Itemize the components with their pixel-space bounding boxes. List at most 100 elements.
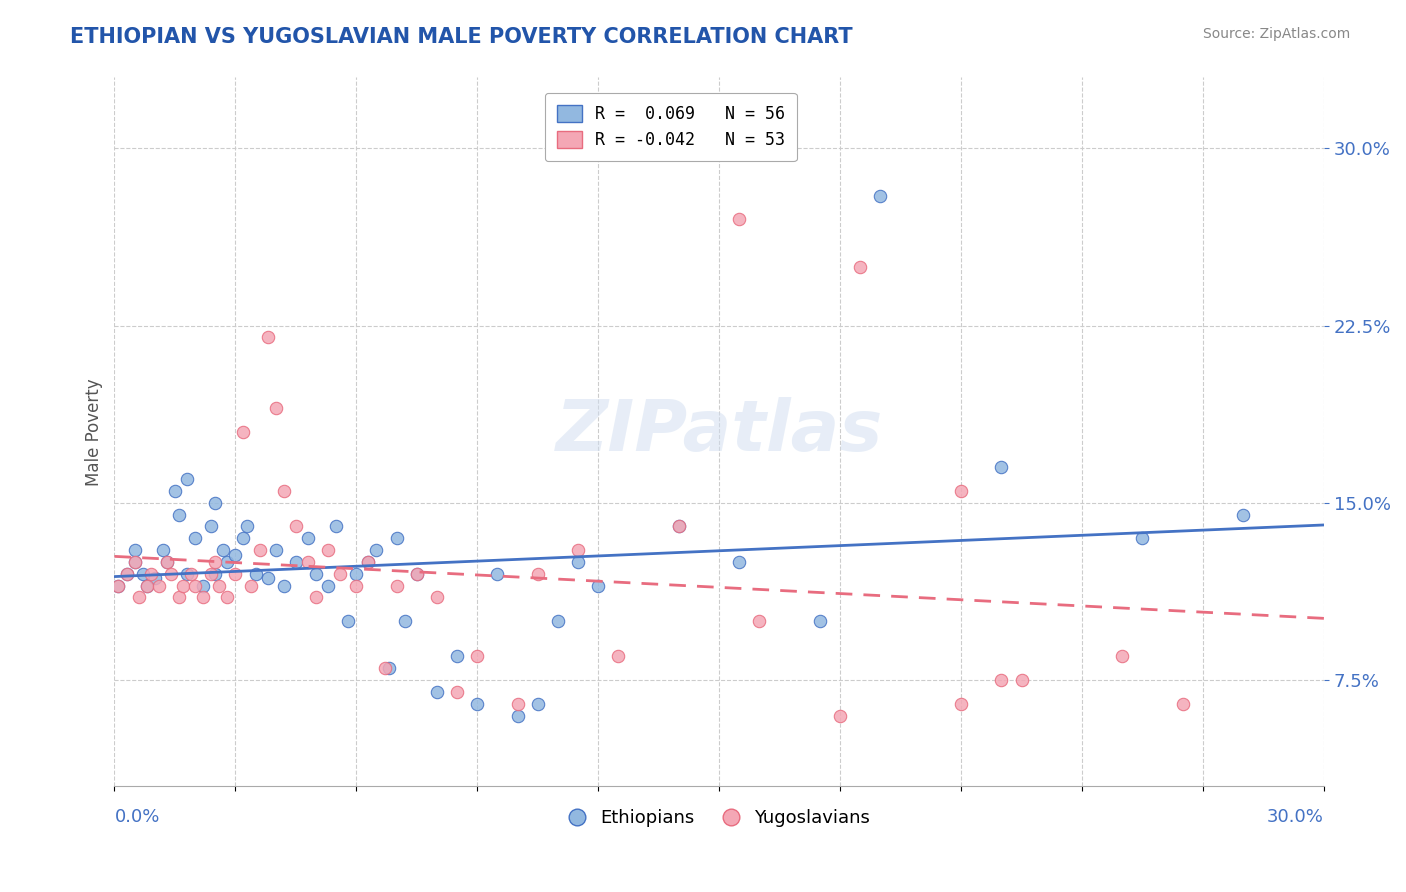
Point [135, 578, 157, 592]
Point [808, 614, 831, 628]
Text: 30.0%: 30.0% [1267, 808, 1324, 826]
Point [426, 685, 449, 699]
Point [377, 661, 399, 675]
Point [139, 566, 162, 581]
Point [990, 460, 1012, 475]
Point [264, 401, 287, 416]
Point [728, 555, 751, 569]
Point [176, 472, 198, 486]
Point [426, 591, 449, 605]
Point [869, 188, 891, 202]
Point [446, 685, 468, 699]
Legend: Ethiopians, Yugoslavians: Ethiopians, Yugoslavians [561, 802, 877, 834]
Point [204, 555, 226, 569]
Point [830, 708, 852, 723]
Point [284, 519, 307, 533]
Point [1011, 673, 1033, 687]
Y-axis label: Male Poverty: Male Poverty [86, 378, 103, 486]
Point [115, 566, 138, 581]
Text: 0.0%: 0.0% [114, 808, 160, 826]
Point [344, 566, 367, 581]
Point [124, 555, 146, 569]
Point [160, 566, 183, 581]
Point [486, 566, 509, 581]
Point [394, 614, 416, 628]
Point [115, 566, 138, 581]
Point [586, 578, 609, 592]
Point [506, 697, 529, 711]
Point [249, 543, 271, 558]
Point [204, 496, 226, 510]
Point [172, 578, 194, 592]
Point [297, 555, 319, 569]
Text: Source: ZipAtlas.com: Source: ZipAtlas.com [1202, 27, 1350, 41]
Point [297, 531, 319, 545]
Point [224, 548, 246, 562]
Point [405, 566, 427, 581]
Point [148, 578, 170, 592]
Point [245, 566, 267, 581]
Point [256, 572, 278, 586]
Point [232, 531, 254, 545]
Point [124, 543, 146, 558]
Point [668, 519, 690, 533]
Point [204, 566, 226, 581]
Point [131, 566, 153, 581]
Text: ZIPatlas: ZIPatlas [555, 398, 883, 467]
Point [567, 543, 589, 558]
Point [264, 543, 287, 558]
Point [567, 555, 589, 569]
Point [135, 578, 157, 592]
Text: ETHIOPIAN VS YUGOSLAVIAN MALE POVERTY CORRELATION CHART: ETHIOPIAN VS YUGOSLAVIAN MALE POVERTY CO… [70, 27, 853, 46]
Point [224, 566, 246, 581]
Point [316, 543, 339, 558]
Point [357, 555, 380, 569]
Point [176, 566, 198, 581]
Point [357, 555, 380, 569]
Point [167, 508, 190, 522]
Point [184, 578, 207, 592]
Point [748, 614, 770, 628]
Point [191, 578, 214, 592]
Point [143, 572, 166, 586]
Point [950, 697, 973, 711]
Point [107, 578, 129, 592]
Point [1111, 649, 1133, 664]
Point [1132, 531, 1154, 545]
Point [526, 697, 548, 711]
Point [167, 591, 190, 605]
Point [305, 566, 328, 581]
Point [200, 566, 222, 581]
Point [156, 555, 179, 569]
Point [305, 591, 328, 605]
Point [950, 484, 973, 499]
Point [200, 519, 222, 533]
Point [232, 425, 254, 439]
Point [325, 519, 347, 533]
Point [366, 543, 388, 558]
Point [107, 578, 129, 592]
Point [284, 555, 307, 569]
Point [256, 330, 278, 344]
Point [212, 543, 235, 558]
Point [191, 591, 214, 605]
Point [156, 555, 179, 569]
Point [526, 566, 548, 581]
Point [163, 484, 186, 499]
Point [329, 566, 352, 581]
Point [124, 555, 146, 569]
Point [607, 649, 630, 664]
Point [180, 566, 202, 581]
Point [385, 531, 408, 545]
Point [337, 614, 360, 628]
Point [152, 543, 174, 558]
Point [208, 578, 231, 592]
Point [273, 578, 295, 592]
Point [385, 578, 408, 592]
Point [506, 708, 529, 723]
Point [1171, 697, 1194, 711]
Point [547, 614, 569, 628]
Point [344, 578, 367, 592]
Point [465, 649, 488, 664]
Point [1232, 508, 1254, 522]
